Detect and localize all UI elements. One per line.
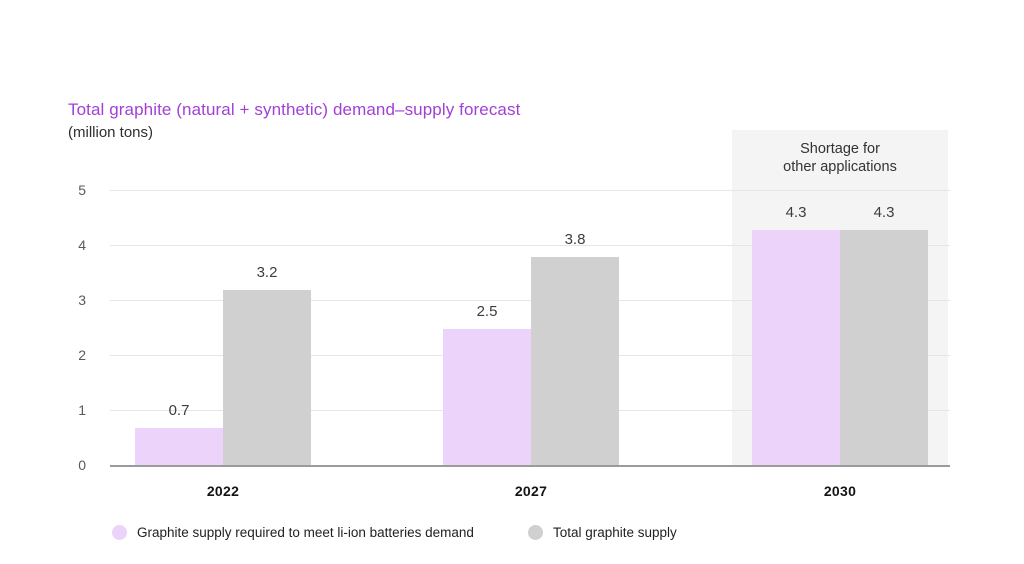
legend-swatch-supply-icon [527,525,543,540]
x-tick-label-2022: 2022 [206,483,240,499]
legend-swatch-demand-icon [112,525,127,540]
y-tick-label-0: 0 [78,457,86,473]
y-tick-label-3: 3 [78,292,86,308]
shortage-annotation-line1: Shortage for [800,141,880,157]
legend-label-supply: Total graphite supply [552,525,677,540]
legend-item-demand: Graphite supply required to meet li-ion … [112,525,474,540]
value-label-supply-2027: 3.8 [564,231,586,248]
value-label-supply-2022: 3.2 [256,264,278,281]
bar-demand-2030 [752,229,840,466]
value-label-demand-2027: 2.5 [476,302,498,320]
x-axis-line [110,465,950,467]
shortage-annotation-line2: other applications [783,158,897,175]
bar-demand-2027 [443,328,531,466]
bar-demand-2022 [135,427,223,466]
gridline-4 [110,245,950,246]
chart-unit-label: (million tons) [68,124,154,141]
gridline-3 [110,300,950,301]
shortage-annotation-label: Shortage for other applications [732,141,948,176]
value-label-demand-2030: 4.3 [785,203,807,221]
x-tick-label-2027: 2027 [514,483,548,499]
legend-label-demand: Graphite supply required to meet li-ion … [137,525,474,540]
y-tick-label-5: 5 [78,182,86,198]
legend-item-supply: Total graphite supply [527,525,677,540]
y-tick-label-2: 2 [78,347,86,363]
bar-supply-2027 [531,257,619,466]
x-tick-label-2030: 2030 [823,483,857,499]
y-tick-label-1: 1 [78,402,86,418]
chart-title: Total graphite (natural + synthetic) dem… [68,100,521,119]
legend: Graphite supply required to meet li-ion … [112,525,677,540]
bar-supply-2030 [840,229,928,466]
value-label-demand-2022: 0.7 [168,401,190,419]
bar-supply-2022 [223,290,311,466]
gridline-5 [110,190,950,191]
value-label-supply-2030: 4.3 [873,203,895,221]
y-tick-label-4: 4 [78,237,86,253]
